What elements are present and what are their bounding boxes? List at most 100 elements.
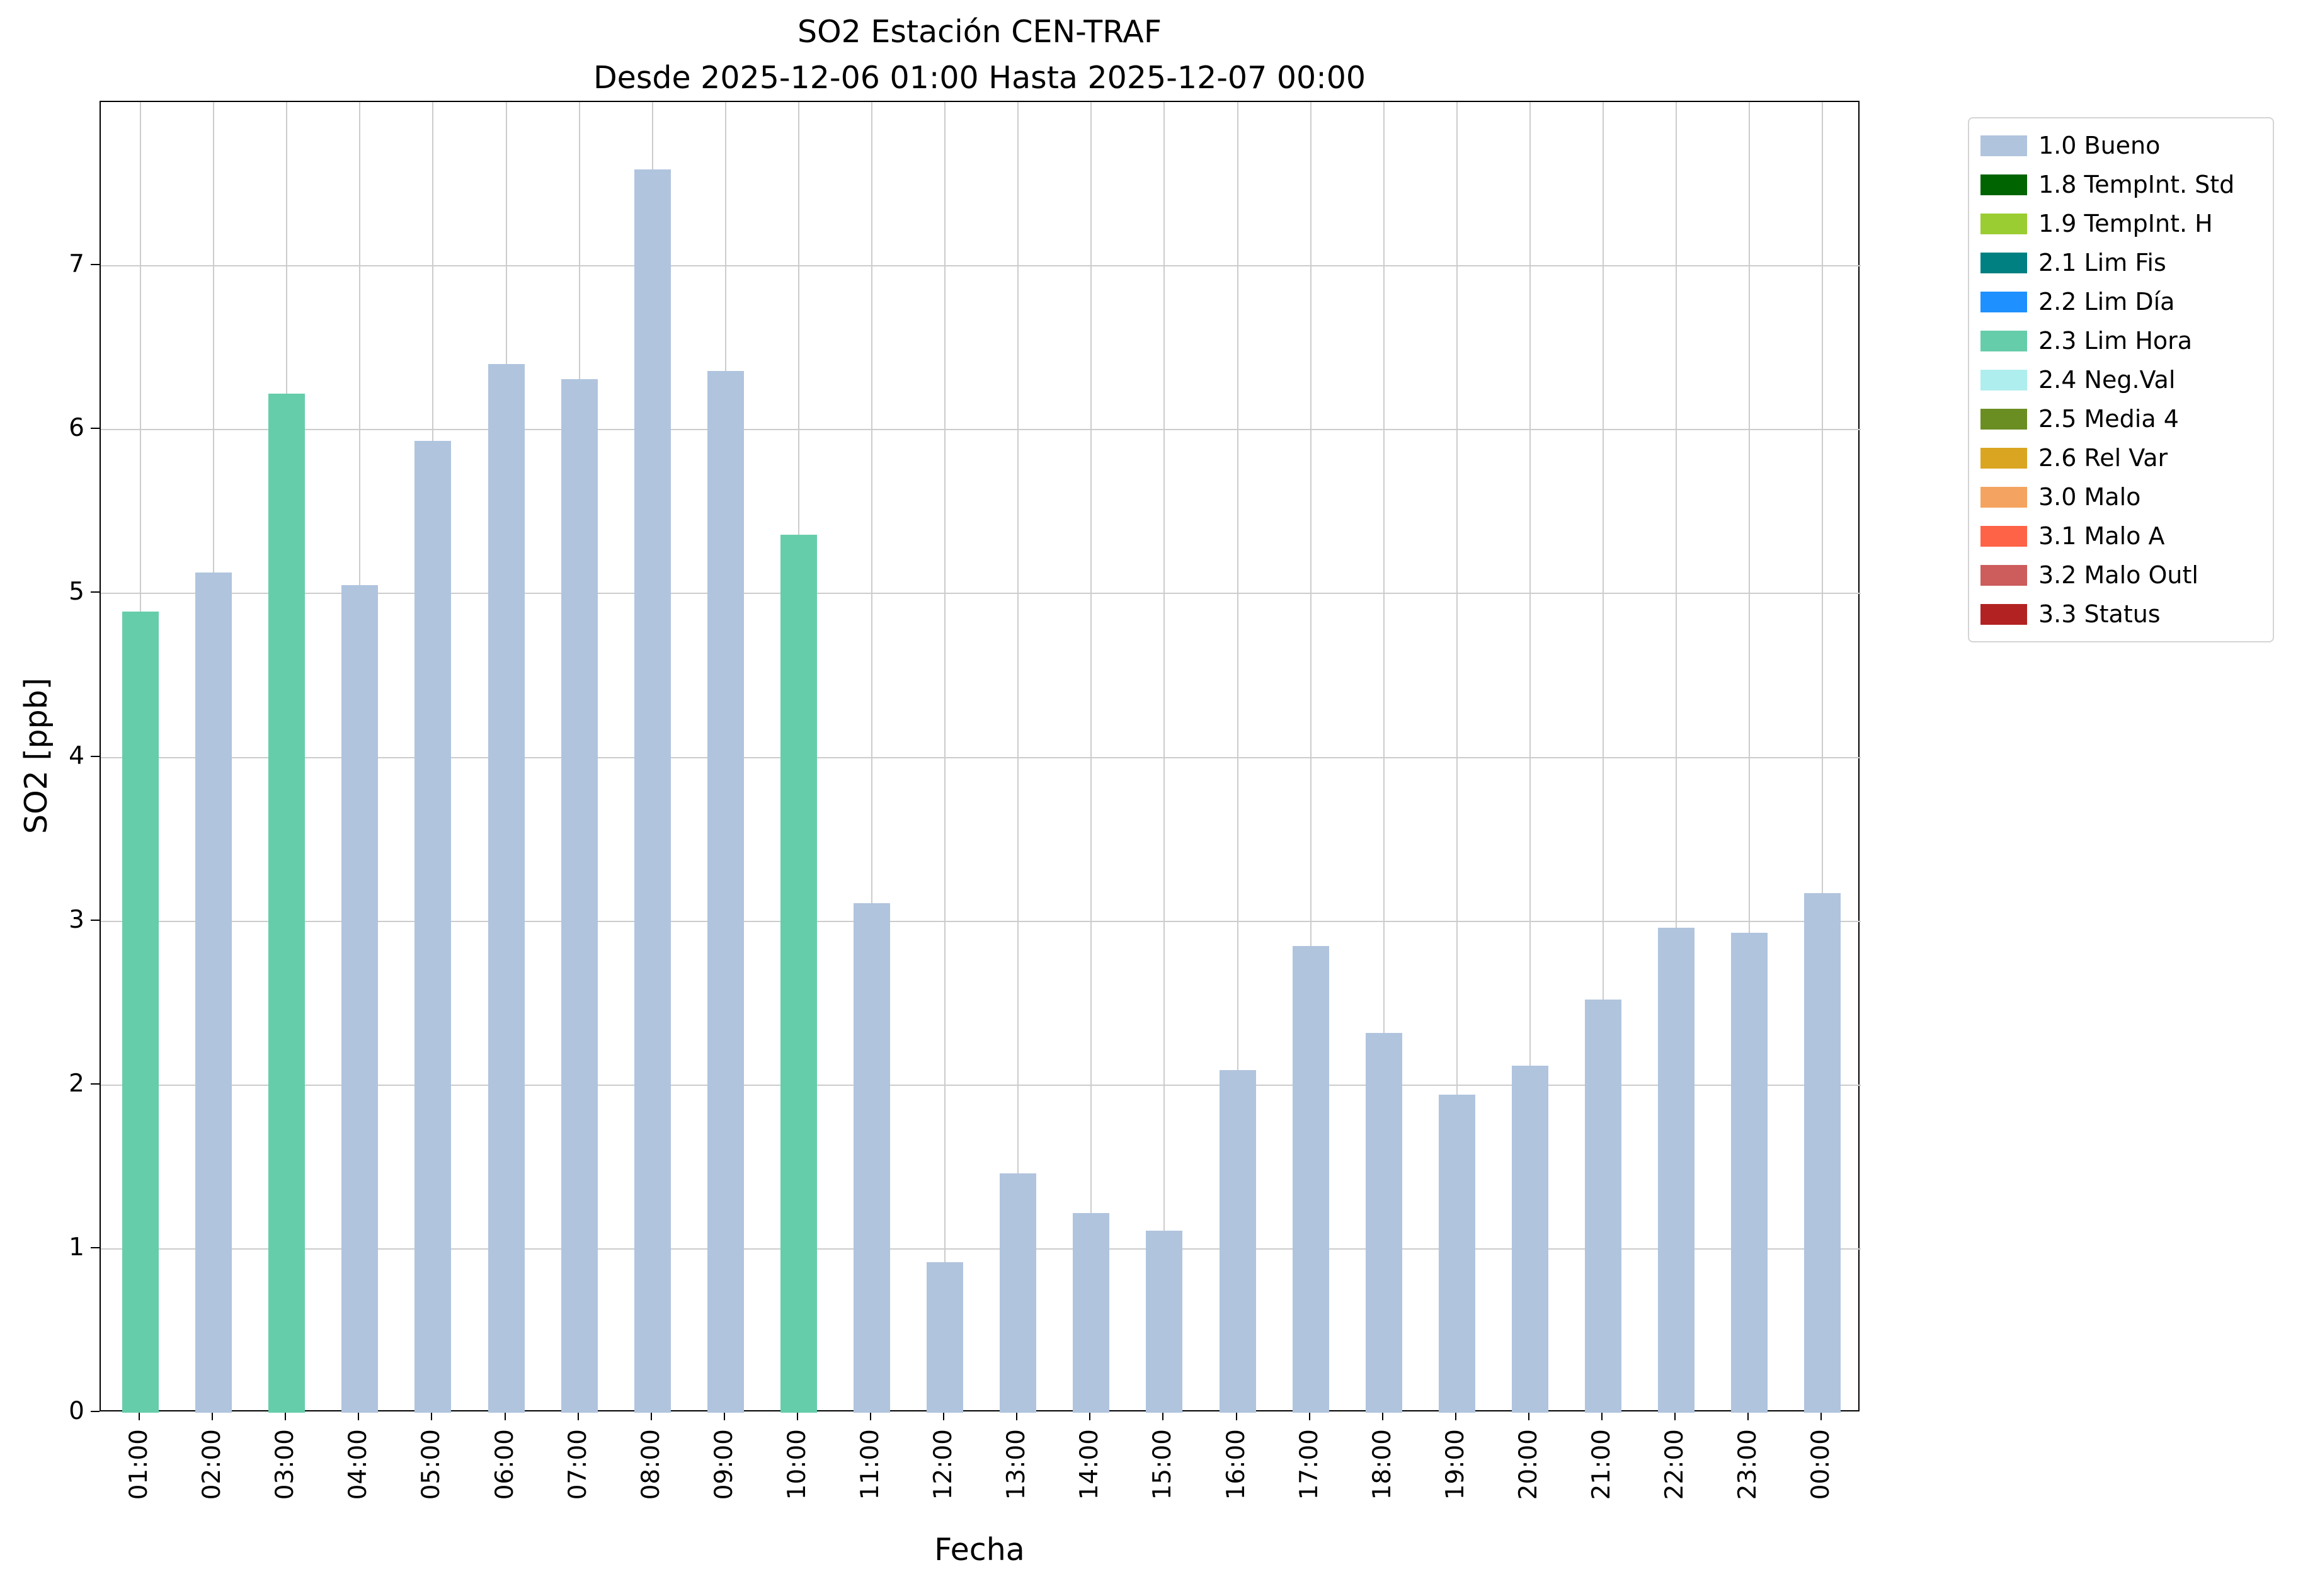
x-tick-mark	[1308, 1411, 1310, 1420]
x-tick-mark	[577, 1411, 579, 1420]
legend-item: 3.0 Malo	[1980, 477, 2261, 516]
bar	[1658, 928, 1695, 1413]
legend-item: 3.3 Status	[1980, 595, 2261, 634]
bar	[707, 370, 744, 1413]
x-tick-label: 23:00	[1734, 1429, 1763, 1500]
x-tick-mark	[358, 1411, 360, 1420]
x-tick-label: 01:00	[125, 1429, 153, 1500]
y-tick-label: 7	[69, 250, 84, 279]
bar	[1731, 932, 1768, 1413]
y-tick-mark	[91, 919, 100, 921]
legend: 1.0 Bueno 1.8 TempInt. Std 1.9 TempInt. H 2…	[1968, 117, 2274, 642]
y-tick-label: 1	[69, 1233, 84, 1262]
gridline-horizontal	[101, 429, 1861, 431]
x-tick-mark	[504, 1411, 506, 1420]
legend-swatch	[1980, 525, 2027, 547]
y-tick-label: 0	[69, 1397, 84, 1425]
legend-swatch	[1980, 135, 2027, 156]
bar	[780, 534, 817, 1413]
legend-label: 3.3 Status	[2038, 600, 2161, 628]
legend-swatch	[1980, 174, 2027, 195]
x-tick-label: 08:00	[636, 1429, 665, 1500]
x-tick-label: 13:00	[1002, 1429, 1031, 1500]
bar	[414, 441, 452, 1413]
legend-item: 2.5 Media 4	[1980, 399, 2261, 438]
x-tick-mark	[285, 1411, 287, 1420]
chart-title: SO2 Estación CEN-TRAF	[797, 14, 1162, 50]
legend-item: 2.6 Rel Var	[1980, 438, 2261, 477]
x-tick-mark	[870, 1411, 871, 1420]
bar	[1292, 945, 1329, 1413]
bar	[1511, 1065, 1548, 1413]
x-tick-mark	[1528, 1411, 1529, 1420]
gridline-horizontal	[101, 1084, 1861, 1086]
x-tick-mark	[796, 1411, 798, 1420]
x-tick-label: 02:00	[198, 1429, 227, 1500]
x-tick-label: 00:00	[1807, 1429, 1836, 1500]
x-tick-mark	[1016, 1411, 1018, 1420]
y-tick-mark	[91, 1411, 100, 1412]
x-tick-label: 20:00	[1514, 1429, 1543, 1500]
x-tick-label: 09:00	[709, 1429, 738, 1500]
x-tick-label: 22:00	[1660, 1429, 1689, 1500]
x-tick-label: 12:00	[929, 1429, 958, 1500]
bar	[634, 169, 671, 1413]
bar	[341, 585, 379, 1413]
x-tick-mark	[1601, 1411, 1603, 1420]
legend-label: 2.5 Media 4	[2038, 405, 2179, 433]
x-tick-label: 14:00	[1075, 1429, 1104, 1500]
x-tick-mark	[723, 1411, 725, 1420]
legend-label: 3.1 Malo A	[2038, 522, 2165, 550]
x-axis-label: Fecha	[934, 1532, 1025, 1568]
bar	[122, 611, 159, 1413]
legend-item: 1.0 Bueno	[1980, 126, 2261, 165]
legend-item: 2.3 Lim Hora	[1980, 321, 2261, 360]
bar	[1219, 1070, 1256, 1413]
legend-label: 1.8 TempInt. Std	[2038, 171, 2235, 198]
bar	[1365, 1032, 1402, 1413]
y-tick-mark	[91, 264, 100, 266]
x-tick-label: 07:00	[563, 1429, 592, 1500]
x-tick-label: 10:00	[782, 1429, 811, 1500]
legend-swatch	[1980, 252, 2027, 273]
y-tick-label: 5	[69, 578, 84, 607]
bar	[268, 394, 306, 1413]
legend-label: 2.2 Lim Día	[2038, 288, 2175, 316]
x-tick-label: 06:00	[490, 1429, 519, 1500]
legend-label: 2.4 Neg.Val	[2038, 366, 2176, 394]
gridline-horizontal	[101, 1248, 1861, 1250]
legend-label: 3.2 Malo Outl	[2038, 561, 2198, 589]
x-tick-mark	[943, 1411, 945, 1420]
y-tick-label: 4	[69, 741, 84, 770]
chart-subtitle: Desde 2025-12-06 01:00 Hasta 2025-12-07 …	[593, 60, 1366, 96]
x-tick-mark	[1674, 1411, 1676, 1420]
legend-item: 2.2 Lim Día	[1980, 282, 2261, 321]
x-tick-label: 11:00	[856, 1429, 884, 1500]
x-tick-mark	[1162, 1411, 1164, 1420]
legend-swatch	[1980, 603, 2027, 625]
legend-label: 1.9 TempInt. H	[2038, 210, 2213, 237]
legend-swatch	[1980, 408, 2027, 430]
bar	[488, 364, 525, 1413]
bar	[561, 379, 598, 1413]
legend-label: 1.0 Bueno	[2038, 132, 2161, 159]
x-tick-label: 17:00	[1294, 1429, 1323, 1500]
x-tick-mark	[1381, 1411, 1383, 1420]
legend-item: 2.1 Lim Fis	[1980, 243, 2261, 282]
y-tick-mark	[91, 1246, 100, 1248]
gridline-horizontal	[101, 920, 1861, 922]
x-tick-mark	[1235, 1411, 1237, 1420]
bar	[1073, 1212, 1110, 1413]
bar	[854, 903, 890, 1413]
legend-item: 2.4 Neg.Val	[1980, 360, 2261, 399]
legend-swatch	[1980, 369, 2027, 390]
x-tick-mark	[431, 1411, 433, 1420]
x-tick-mark	[650, 1411, 652, 1420]
x-tick-mark	[1747, 1411, 1749, 1420]
x-tick-label: 19:00	[1441, 1429, 1470, 1500]
legend-item: 3.2 Malo Outl	[1980, 556, 2261, 595]
y-tick-mark	[91, 428, 100, 430]
y-tick-mark	[91, 591, 100, 593]
x-tick-mark	[1089, 1411, 1091, 1420]
